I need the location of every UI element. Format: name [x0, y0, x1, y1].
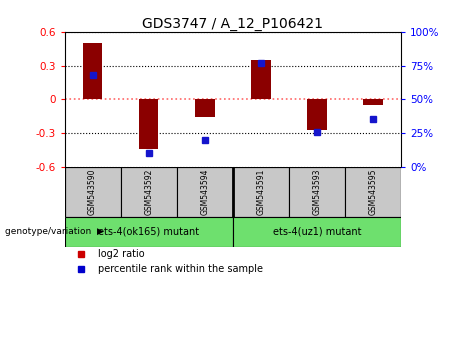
Text: GSM543591: GSM543591: [256, 169, 266, 215]
Text: GSM543593: GSM543593: [313, 169, 321, 215]
Text: ets-4(uz1) mutant: ets-4(uz1) mutant: [273, 227, 361, 237]
Text: ets-4(ok165) mutant: ets-4(ok165) mutant: [98, 227, 199, 237]
Bar: [177, 167, 233, 217]
Text: GSM543590: GSM543590: [88, 169, 97, 215]
Text: log2 ratio: log2 ratio: [98, 249, 145, 259]
Bar: [233, 167, 289, 217]
Bar: [289, 167, 345, 217]
Bar: [139, 99, 159, 149]
Title: GDS3747 / A_12_P106421: GDS3747 / A_12_P106421: [142, 17, 323, 31]
Bar: [233, 217, 401, 247]
Bar: [195, 99, 214, 117]
Bar: [251, 61, 271, 99]
Bar: [83, 43, 102, 99]
Text: GSM543595: GSM543595: [368, 169, 378, 215]
Bar: [345, 167, 401, 217]
Bar: [65, 167, 121, 217]
Text: GSM543592: GSM543592: [144, 169, 153, 215]
Text: percentile rank within the sample: percentile rank within the sample: [98, 264, 263, 274]
Text: genotype/variation  ▶: genotype/variation ▶: [5, 227, 103, 236]
Bar: [307, 99, 327, 130]
Bar: [65, 217, 233, 247]
Bar: [121, 167, 177, 217]
Bar: [363, 99, 383, 105]
Text: GSM543594: GSM543594: [200, 169, 209, 215]
